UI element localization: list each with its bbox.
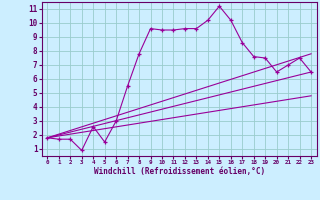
X-axis label: Windchill (Refroidissement éolien,°C): Windchill (Refroidissement éolien,°C) <box>94 167 265 176</box>
